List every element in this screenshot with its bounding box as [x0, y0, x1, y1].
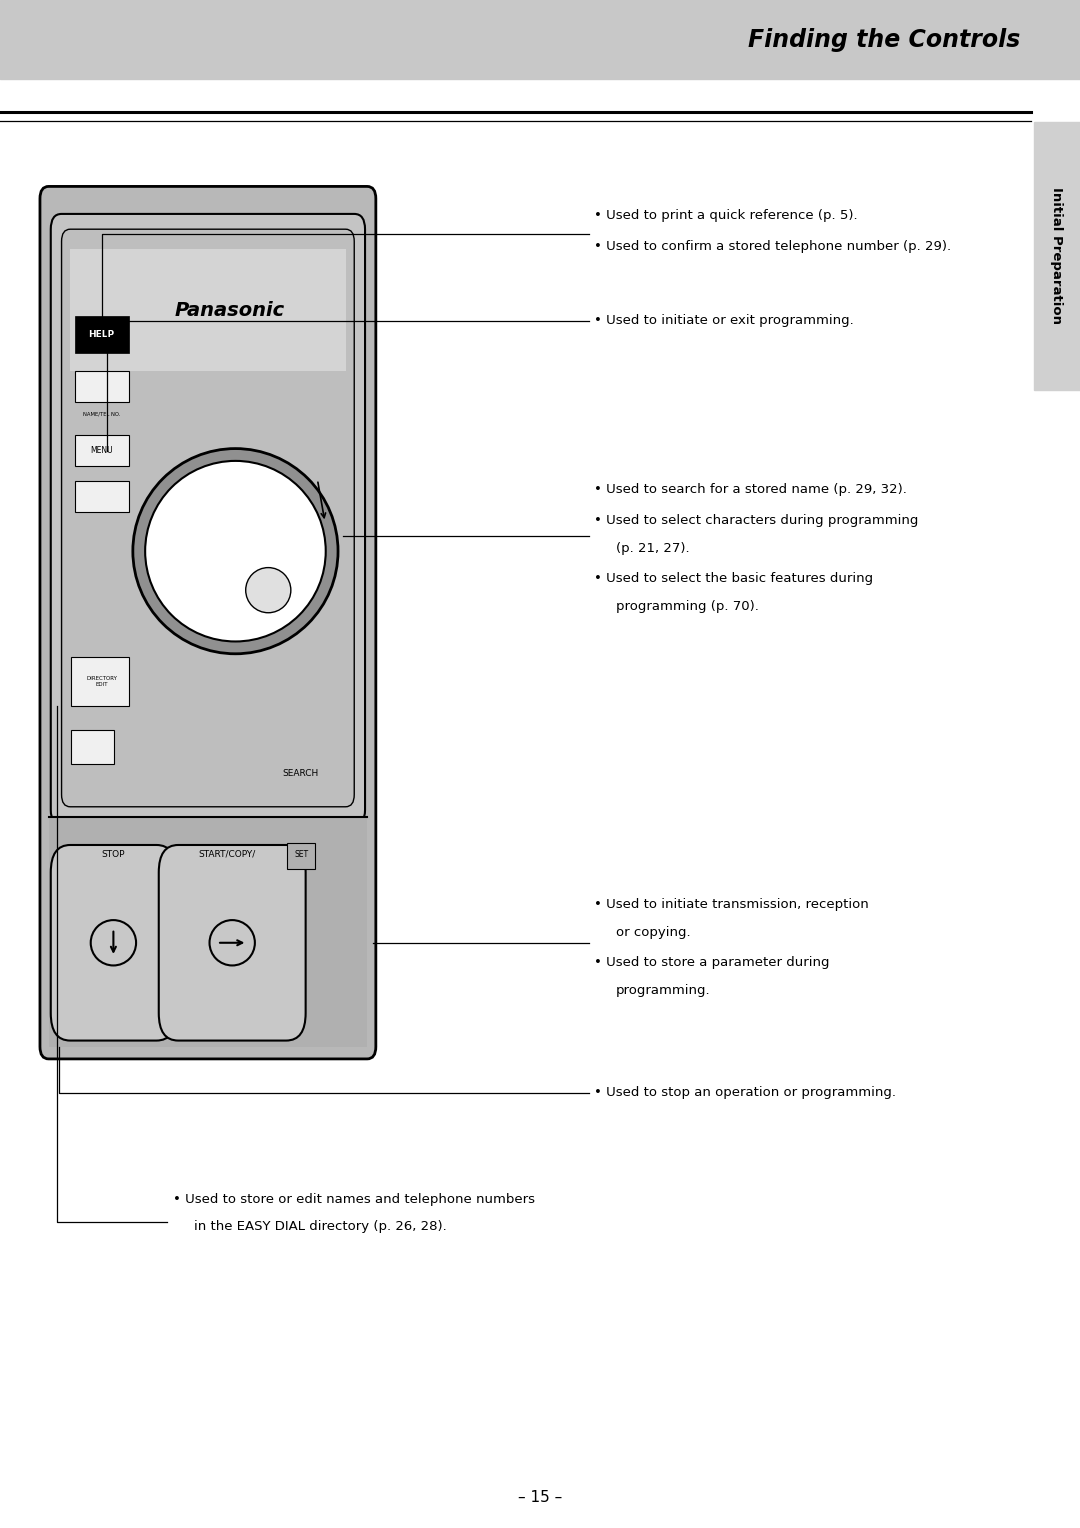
Bar [49, 817, 367, 1047]
Text: in the EASY DIAL directory (p. 26, 28).: in the EASY DIAL directory (p. 26, 28). [194, 1221, 447, 1233]
Text: MENU: MENU [91, 446, 112, 455]
FancyBboxPatch shape [51, 214, 365, 825]
Text: Panasonic: Panasonic [175, 301, 285, 319]
Text: – 15 –: – 15 – [518, 1490, 562, 1505]
Bar [71, 730, 114, 764]
Bar [1034, 122, 1080, 390]
Bar [0, 0, 1080, 79]
Text: programming (p. 70).: programming (p. 70). [616, 599, 758, 613]
Text: DIRECTORY
EDIT: DIRECTORY EDIT [86, 675, 117, 688]
FancyBboxPatch shape [159, 845, 306, 1041]
Text: • Used to select characters during programming: • Used to select characters during progr… [594, 513, 918, 527]
Text: SEARCH: SEARCH [282, 769, 319, 778]
Bar [75, 481, 129, 512]
Ellipse shape [145, 461, 326, 642]
FancyBboxPatch shape [40, 186, 376, 1059]
Bar [75, 435, 129, 466]
Text: (p. 21, 27).: (p. 21, 27). [616, 541, 689, 555]
Text: • Used to search for a stored name (p. 29, 32).: • Used to search for a stored name (p. 2… [594, 483, 907, 497]
Text: Finding the Controls: Finding the Controls [748, 28, 1021, 52]
Text: • Used to store a parameter during: • Used to store a parameter during [594, 957, 829, 969]
Ellipse shape [133, 449, 338, 654]
Bar [71, 657, 129, 706]
Text: HELP: HELP [89, 330, 114, 339]
Text: SET: SET [294, 850, 309, 859]
Text: • Used to select the basic features during: • Used to select the basic features duri… [594, 571, 873, 585]
Text: Initial Preparation: Initial Preparation [1050, 188, 1064, 324]
Text: STOP: STOP [102, 850, 125, 859]
Text: • Used to stop an operation or programming.: • Used to stop an operation or programmi… [594, 1086, 896, 1099]
FancyBboxPatch shape [51, 845, 176, 1041]
Text: or copying.: or copying. [616, 926, 690, 938]
FancyBboxPatch shape [62, 229, 354, 807]
Text: START/COPY/: START/COPY/ [198, 850, 256, 859]
Bar [75, 371, 129, 402]
Bar [287, 843, 315, 869]
Text: • Used to print a quick reference (p. 5).: • Used to print a quick reference (p. 5)… [594, 209, 858, 222]
Text: • Used to initiate transmission, reception: • Used to initiate transmission, recepti… [594, 898, 868, 911]
Bar [75, 316, 129, 353]
Text: programming.: programming. [616, 984, 711, 996]
Text: NAME/TEL NO.: NAME/TEL NO. [83, 411, 120, 416]
Text: • Used to store or edit names and telephone numbers: • Used to store or edit names and teleph… [173, 1193, 535, 1206]
Bar [70, 249, 346, 371]
Text: • Used to confirm a stored telephone number (p. 29).: • Used to confirm a stored telephone num… [594, 240, 951, 252]
Ellipse shape [246, 567, 291, 613]
Text: • Used to initiate or exit programming.: • Used to initiate or exit programming. [594, 315, 854, 327]
